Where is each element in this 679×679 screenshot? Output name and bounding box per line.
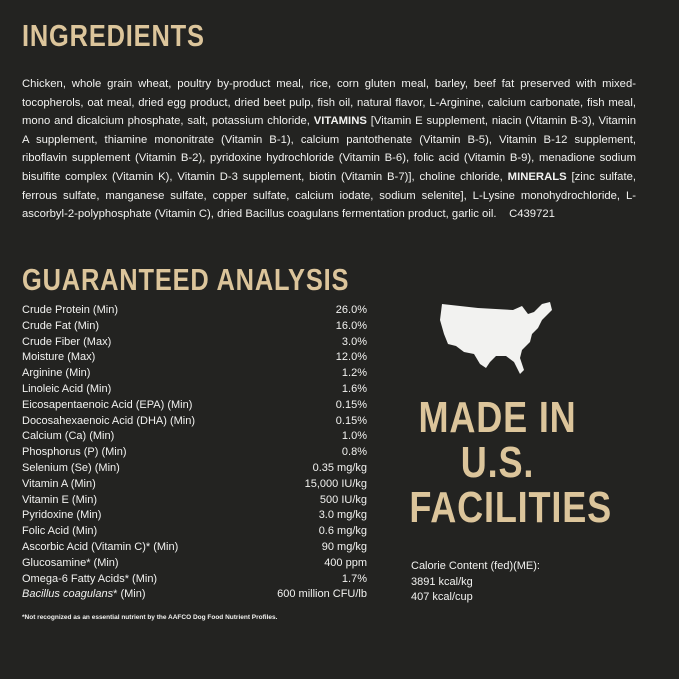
analysis-row: Moisture (Max) 12.0% [22, 350, 367, 366]
analysis-label: Crude Fiber (Max) [22, 335, 112, 348]
analysis-label: Bacillus coagulans* (Min) [22, 587, 146, 603]
calorie-per-kg: 3891 kcal/kg [411, 575, 473, 588]
analysis-table: Crude Protein (Min) 26.0% Crude Fat (Min) 1… [22, 303, 367, 603]
product-code: C439721 [509, 208, 555, 221]
analysis-value: 0.15% [335, 398, 367, 411]
analysis-row: Phosphorus (P) (Min) 0.8% [22, 445, 367, 461]
analysis-value: 15,000 IU/kg [304, 477, 367, 490]
analysis-row: Arginine (Min) 1.2% [22, 366, 367, 382]
calorie-content: Calorie Content (fed)(ME): 3891 kcal/kg … [411, 559, 540, 606]
analysis-value: 3.0% [341, 335, 367, 348]
analysis-value: 3.0 mg/kg [318, 509, 367, 522]
ingredients-heading: INGREDIENTS [22, 18, 205, 53]
analysis-value: 12.0% [335, 351, 367, 364]
analysis-label: Moisture (Max) [22, 351, 96, 364]
analysis-row: Docosahexaenoic Acid (DHA) (Min) 0.15% [22, 414, 367, 430]
analysis-row: Bacillus coagulans* (Min) 600 million CFU… [22, 587, 367, 603]
analysis-row: Selenium (Se) (Min) 0.35 mg/kg [22, 461, 367, 477]
ingredients-text: Chicken, whole grain wheat, poultry by-p… [22, 75, 636, 224]
usa-map-icon [440, 302, 552, 374]
analysis-label: Linoleic Acid (Min) [22, 382, 112, 395]
analysis-value: 400 ppm [324, 556, 367, 569]
analysis-row: Vitamin A (Min) 15,000 IU/kg [22, 477, 367, 493]
analysis-label: Ascorbic Acid (Vitamin C)* (Min) [22, 540, 179, 553]
analysis-value: 1.7% [341, 572, 367, 585]
made-in-line-3: FACILITIES [409, 483, 612, 532]
footnote: *Not recognized as an essential nutrient… [22, 614, 278, 621]
analysis-label: Phosphorus (P) (Min) [22, 446, 127, 459]
analysis-value: 0.35 mg/kg [312, 461, 367, 474]
analysis-row: Glucosamine* (Min) 400 ppm [22, 556, 367, 572]
ingredients-part-1: Chicken, whole grain wheat, poultry by-p… [22, 78, 636, 128]
analysis-label: Vitamin A (Min) [22, 477, 96, 490]
analysis-value: 500 IU/kg [319, 493, 367, 506]
analysis-row: Linoleic Acid (Min) 1.6% [22, 382, 367, 398]
analysis-label: Pyridoxine (Min) [22, 509, 102, 522]
minerals-label: MINERALS [507, 170, 567, 183]
analysis-value: 90 mg/kg [321, 540, 367, 553]
analysis-label: Folic Acid (Min) [22, 525, 98, 538]
analysis-label: Omega-6 Fatty Acids* (Min) [22, 572, 158, 585]
analysis-value: 0.6 mg/kg [318, 525, 367, 538]
analysis-label: Arginine (Min) [22, 367, 91, 380]
analysis-value: 16.0% [335, 319, 367, 332]
analysis-row: Crude Protein (Min) 26.0% [22, 303, 367, 319]
ingredients-part-3: [zinc sulfate, ferrous sulfate, manganes… [22, 170, 637, 221]
analysis-label: Crude Fat (Min) [22, 319, 100, 332]
analysis-row: Ascorbic Acid (Vitamin C)* (Min) 90 mg/kg [22, 540, 367, 556]
bacillus-label-suffix: * (Min) [113, 588, 146, 601]
vitamins-label: VITAMINS [313, 115, 367, 128]
analysis-label: Crude Protein (Min) [22, 304, 118, 316]
analysis-label: Eicosapentaenoic Acid (EPA) (Min) [22, 398, 193, 411]
analysis-value: 26.0% [335, 304, 367, 316]
analysis-value: 1.0% [341, 430, 367, 443]
ingredients-part-2: [Vitamin E supplement, niacin (Vitamin B… [22, 115, 637, 183]
analysis-label: Selenium (Se) (Min) [22, 461, 120, 474]
calorie-label: Calorie Content (fed)(ME): [411, 560, 540, 572]
analysis-row: Vitamin E (Min) 500 IU/kg [22, 493, 367, 509]
analysis-value: 600 million CFU/lb [277, 588, 367, 601]
analysis-label: Docosahexaenoic Acid (DHA) (Min) [22, 414, 196, 427]
analysis-value: 0.15% [335, 414, 367, 427]
analysis-row: Calcium (Ca) (Min) 1.0% [22, 429, 367, 445]
analysis-row: Crude Fiber (Max) 3.0% [22, 335, 367, 351]
analysis-label: Glucosamine* (Min) [22, 556, 119, 569]
analysis-row: Omega-6 Fatty Acids* (Min) 1.7% [22, 572, 367, 588]
bacillus-label: Bacillus coagulans [22, 588, 114, 601]
analysis-value: 0.8% [341, 446, 367, 459]
analysis-row: Eicosapentaenoic Acid (EPA) (Min) 0.15% [22, 398, 367, 414]
made-in-usa-badge: MADE IN U.S. FACILITIES [390, 393, 612, 532]
analysis-label: Vitamin E (Min) [22, 493, 97, 506]
analysis-value: 1.2% [341, 367, 367, 380]
calorie-per-cup: 407 kcal/cup [411, 591, 473, 603]
made-in-line-1: MADE IN [418, 393, 577, 442]
guaranteed-analysis-heading: GUARANTEED ANALYSIS [22, 262, 350, 297]
analysis-label: Calcium (Ca) (Min) [22, 430, 115, 443]
analysis-row: Pyridoxine (Min) 3.0 mg/kg [22, 508, 367, 524]
analysis-row: Crude Fat (Min) 16.0% [22, 319, 367, 335]
analysis-row: Folic Acid (Min) 0.6 mg/kg [22, 524, 367, 540]
analysis-value: 1.6% [341, 382, 367, 395]
made-in-line-2: U.S. [460, 438, 535, 487]
